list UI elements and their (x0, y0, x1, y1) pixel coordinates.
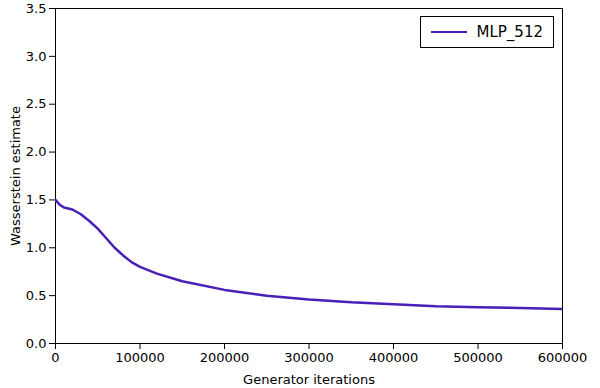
svg-text:2.5: 2.5 (26, 96, 47, 111)
svg-text:200000: 200000 (200, 350, 250, 365)
svg-text:2.0: 2.0 (26, 144, 47, 159)
svg-text:100000: 100000 (115, 350, 165, 365)
svg-text:0.0: 0.0 (26, 336, 47, 351)
svg-text:600000: 600000 (538, 350, 588, 365)
svg-text:Wasserstein estimate: Wasserstein estimate (8, 106, 23, 246)
svg-text:0.5: 0.5 (26, 288, 47, 303)
svg-text:0: 0 (51, 350, 59, 365)
svg-text:3.0: 3.0 (26, 49, 47, 64)
svg-text:Generator iterations: Generator iterations (243, 372, 375, 387)
svg-text:500000: 500000 (453, 350, 503, 365)
svg-text:1.5: 1.5 (26, 192, 47, 207)
svg-text:400000: 400000 (369, 350, 419, 365)
svg-text:3.5: 3.5 (26, 1, 47, 16)
svg-text:300000: 300000 (284, 350, 334, 365)
html-text:MLP_512: MLP_512 (476, 23, 543, 41)
svg-text:1.0: 1.0 (26, 240, 47, 255)
